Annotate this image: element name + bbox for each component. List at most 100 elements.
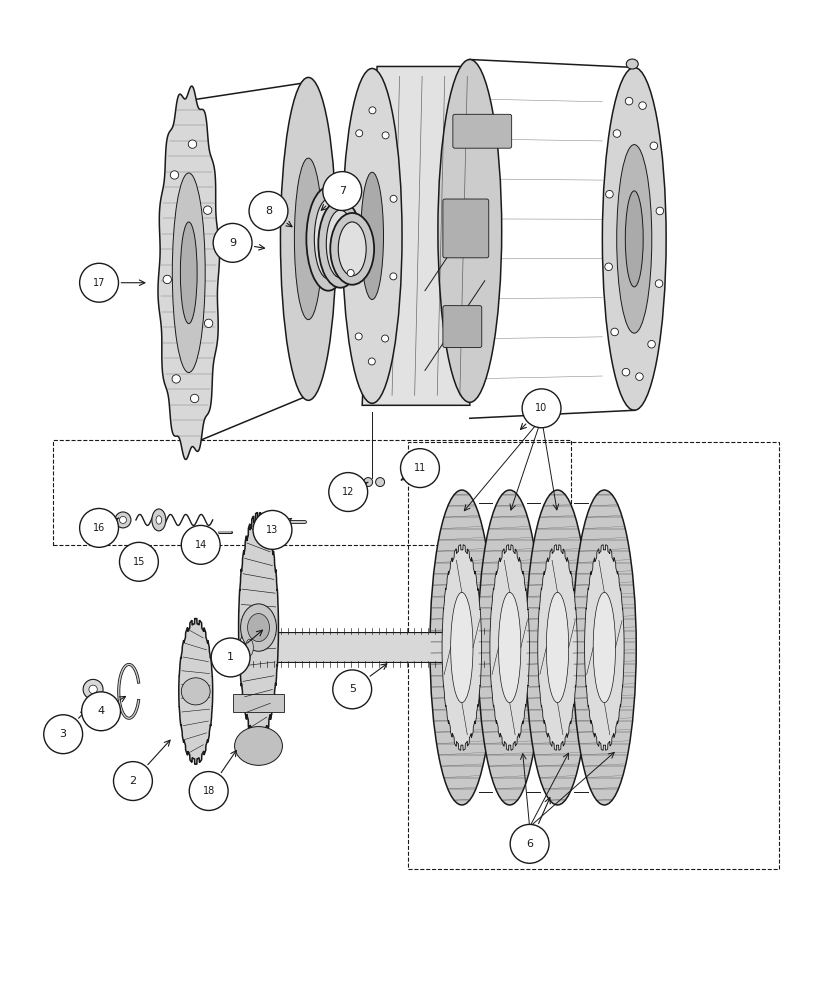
FancyBboxPatch shape	[442, 306, 482, 348]
Ellipse shape	[613, 130, 620, 137]
Bar	[54, 440, 572, 545]
Ellipse shape	[605, 263, 612, 271]
Polygon shape	[158, 86, 219, 459]
Ellipse shape	[451, 592, 473, 703]
Circle shape	[333, 670, 372, 709]
Ellipse shape	[430, 490, 494, 805]
Circle shape	[249, 192, 288, 230]
Text: 18: 18	[203, 786, 215, 796]
Circle shape	[323, 172, 362, 210]
Ellipse shape	[347, 270, 354, 276]
Ellipse shape	[390, 273, 397, 280]
Ellipse shape	[650, 142, 658, 150]
Ellipse shape	[235, 727, 283, 765]
Ellipse shape	[376, 478, 385, 487]
Ellipse shape	[307, 187, 350, 291]
Ellipse shape	[593, 592, 616, 703]
Circle shape	[213, 223, 252, 262]
Circle shape	[80, 263, 119, 302]
Ellipse shape	[348, 192, 354, 199]
Ellipse shape	[546, 592, 569, 703]
Circle shape	[119, 542, 158, 581]
Text: 2: 2	[129, 776, 137, 786]
Ellipse shape	[361, 172, 383, 300]
Circle shape	[510, 824, 549, 863]
Polygon shape	[538, 545, 578, 750]
Ellipse shape	[172, 173, 205, 373]
Text: 11: 11	[414, 463, 426, 473]
Text: 5: 5	[349, 684, 356, 694]
Polygon shape	[442, 545, 481, 750]
Ellipse shape	[656, 207, 663, 215]
Polygon shape	[239, 513, 279, 743]
Bar	[408, 442, 779, 869]
Ellipse shape	[342, 68, 402, 403]
Text: 15: 15	[133, 557, 145, 567]
Ellipse shape	[382, 132, 389, 139]
Ellipse shape	[438, 59, 502, 402]
Ellipse shape	[363, 478, 372, 487]
Text: 10: 10	[536, 403, 548, 413]
Ellipse shape	[83, 679, 103, 699]
Ellipse shape	[188, 140, 197, 148]
Polygon shape	[490, 545, 530, 750]
Ellipse shape	[655, 280, 662, 287]
Text: 6: 6	[526, 839, 533, 849]
Ellipse shape	[119, 516, 126, 523]
Text: 1: 1	[227, 652, 234, 662]
Ellipse shape	[338, 222, 366, 276]
Ellipse shape	[152, 509, 166, 531]
Ellipse shape	[616, 145, 652, 333]
Ellipse shape	[526, 490, 589, 805]
Ellipse shape	[390, 195, 397, 202]
Ellipse shape	[204, 206, 212, 214]
Ellipse shape	[171, 171, 179, 179]
Ellipse shape	[648, 340, 655, 348]
Ellipse shape	[163, 275, 171, 284]
Circle shape	[329, 473, 368, 511]
Ellipse shape	[625, 97, 633, 105]
Ellipse shape	[368, 358, 375, 365]
Polygon shape	[584, 545, 624, 750]
Ellipse shape	[115, 512, 131, 528]
Polygon shape	[363, 66, 477, 405]
Circle shape	[211, 638, 250, 677]
Text: 12: 12	[342, 487, 354, 497]
Text: 3: 3	[59, 729, 67, 739]
Ellipse shape	[611, 328, 619, 336]
Ellipse shape	[573, 490, 636, 805]
Ellipse shape	[190, 394, 199, 403]
Circle shape	[114, 762, 152, 800]
Text: 17: 17	[93, 278, 105, 288]
Circle shape	[44, 715, 82, 754]
Ellipse shape	[602, 67, 666, 410]
Ellipse shape	[369, 107, 376, 114]
Ellipse shape	[241, 604, 277, 651]
Ellipse shape	[606, 190, 613, 198]
Ellipse shape	[280, 77, 336, 400]
Ellipse shape	[246, 639, 253, 656]
Ellipse shape	[180, 222, 197, 324]
Ellipse shape	[326, 210, 354, 278]
Ellipse shape	[240, 634, 251, 661]
FancyBboxPatch shape	[245, 633, 506, 662]
Text: 4: 4	[97, 706, 105, 716]
Ellipse shape	[247, 614, 269, 642]
Ellipse shape	[635, 373, 644, 380]
Ellipse shape	[625, 191, 644, 287]
Ellipse shape	[622, 368, 630, 376]
Ellipse shape	[382, 335, 389, 342]
Ellipse shape	[172, 375, 180, 383]
Ellipse shape	[156, 516, 162, 524]
Ellipse shape	[314, 199, 342, 279]
Ellipse shape	[89, 685, 97, 694]
Circle shape	[80, 508, 119, 547]
Ellipse shape	[181, 678, 210, 705]
Ellipse shape	[330, 213, 374, 285]
Text: 9: 9	[229, 238, 236, 248]
Polygon shape	[232, 694, 284, 712]
Circle shape	[522, 389, 561, 428]
Text: 14: 14	[194, 540, 207, 550]
Circle shape	[253, 510, 292, 549]
Text: 13: 13	[266, 525, 279, 535]
